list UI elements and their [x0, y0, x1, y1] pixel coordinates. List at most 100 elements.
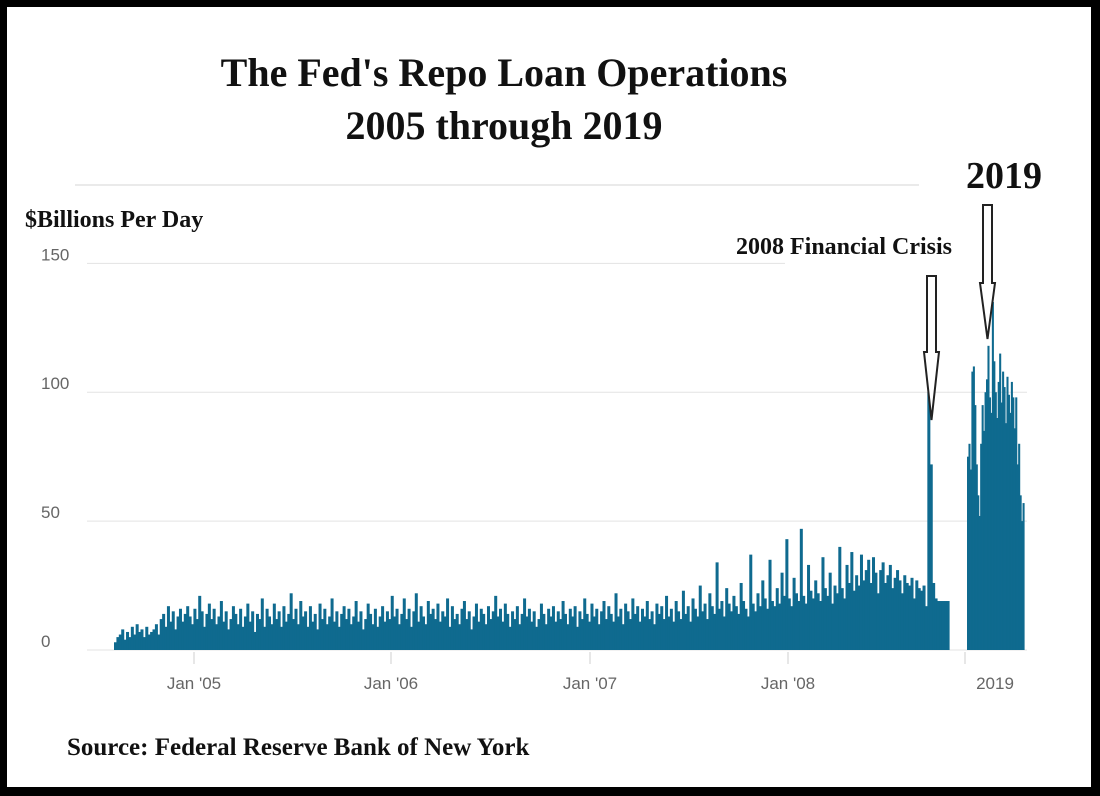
- bar: [354, 601, 358, 650]
- bar: [215, 624, 219, 650]
- bar: [383, 621, 387, 650]
- bar: [876, 593, 880, 650]
- bar: [304, 611, 308, 650]
- bar: [597, 624, 601, 650]
- bar: [583, 598, 587, 650]
- bar: [782, 595, 786, 650]
- bar: [320, 619, 324, 650]
- bar: [405, 619, 409, 650]
- bar: [133, 634, 137, 650]
- bar: [511, 611, 515, 650]
- bar: [850, 552, 854, 650]
- bar: [159, 619, 163, 650]
- bar: [903, 575, 907, 650]
- bar: [739, 582, 743, 650]
- bar: [674, 601, 678, 650]
- bar: [819, 601, 823, 650]
- bar: [612, 621, 616, 650]
- bar: [891, 588, 895, 650]
- bar: [234, 613, 238, 650]
- bar: [977, 495, 980, 650]
- bar: [1019, 495, 1022, 650]
- bar: [482, 613, 486, 650]
- bar: [239, 608, 243, 650]
- bar: [554, 621, 558, 650]
- bar: [195, 619, 199, 650]
- bar: [176, 616, 180, 650]
- bar: [147, 634, 151, 650]
- bar: [270, 624, 274, 650]
- bar: [532, 611, 536, 650]
- bar: [681, 590, 685, 650]
- bar: [203, 626, 207, 650]
- bar: [631, 598, 635, 650]
- bar: [908, 585, 912, 650]
- bar: [835, 593, 839, 650]
- bar: [508, 626, 512, 650]
- bar: [174, 629, 178, 650]
- y-tick-label: 100: [41, 374, 69, 393]
- bar: [823, 588, 827, 650]
- bar: [260, 598, 264, 650]
- chart-frame: The Fed's Repo Loan Operations 2005 thro…: [7, 7, 1091, 787]
- bar: [366, 603, 370, 650]
- bar: [525, 616, 529, 650]
- bar: [616, 616, 620, 650]
- bar: [696, 616, 700, 650]
- bar: [443, 616, 447, 650]
- bar: [636, 606, 640, 650]
- bar: [316, 629, 320, 650]
- bar: [761, 580, 765, 650]
- chart-title-line-1: The Fed's Repo Loan Operations: [221, 50, 788, 95]
- bar: [927, 392, 931, 650]
- bar: [717, 608, 721, 650]
- bar: [518, 624, 522, 650]
- bar: [284, 621, 288, 650]
- bar: [530, 621, 534, 650]
- bar: [621, 624, 625, 650]
- bar: [588, 621, 592, 650]
- bar: [361, 629, 365, 650]
- bar: [986, 379, 989, 650]
- bar: [1009, 412, 1012, 650]
- bar: [474, 603, 478, 650]
- bar: [446, 598, 450, 650]
- bar: [229, 619, 233, 650]
- bar: [477, 621, 481, 650]
- bar: [166, 606, 170, 650]
- bar: [265, 608, 269, 650]
- bar: [434, 619, 438, 650]
- x-tick-label: Jan '07: [563, 674, 617, 693]
- bar: [417, 621, 421, 650]
- bar: [431, 608, 435, 650]
- bar: [549, 616, 553, 650]
- bar: [746, 616, 750, 650]
- bar: [571, 616, 575, 650]
- bar: [357, 621, 361, 650]
- annotation-2019: 2019: [966, 155, 1042, 197]
- bar: [936, 601, 940, 650]
- bar: [768, 559, 772, 650]
- bar: [301, 616, 305, 650]
- bar: [157, 634, 161, 650]
- bar: [655, 603, 659, 650]
- bar: [429, 613, 433, 650]
- bar: [373, 608, 377, 650]
- bar: [289, 593, 293, 650]
- bar: [183, 613, 187, 650]
- bar: [561, 601, 565, 650]
- bar: [544, 624, 548, 650]
- bar: [576, 626, 580, 650]
- bar: [650, 611, 654, 650]
- bar: [275, 619, 279, 650]
- bar: [441, 611, 445, 650]
- bar: [414, 593, 418, 650]
- bar: [662, 619, 666, 650]
- bar-series: [114, 302, 1025, 650]
- bar: [929, 464, 933, 650]
- bar: [833, 585, 837, 650]
- bar: [888, 564, 892, 650]
- bar: [855, 575, 859, 650]
- bar: [128, 637, 132, 650]
- bar: [376, 626, 380, 650]
